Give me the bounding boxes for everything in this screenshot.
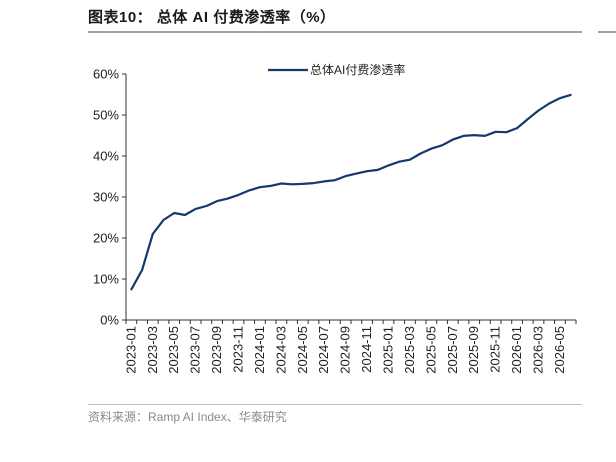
x-tick-label: 2023-09 — [209, 326, 224, 374]
legend-label: 总体AI付费渗透率 — [310, 62, 405, 77]
chart-axes: 0% 10% 20% 30% 40% 50% 60% 2023-01 2023-03 2023-0… — [93, 67, 577, 374]
x-tick-label: 2024-11 — [359, 326, 374, 373]
bottom-rule — [88, 404, 582, 405]
title-rule — [88, 31, 582, 33]
line-chart: 0% 10% 20% 30% 40% 50% 60% 2023-01 2023-03 2023-0… — [93, 62, 577, 374]
y-tick-label: 40% — [93, 149, 119, 164]
clipped-adjacent-rule — [598, 31, 616, 33]
x-tick-label: 2026-05 — [552, 326, 567, 374]
y-tick-label: 0% — [100, 313, 119, 328]
x-tick-label: 2025-09 — [466, 326, 481, 374]
x-tick-label: 2024-01 — [252, 326, 267, 374]
x-tick-label: 2025-07 — [445, 326, 460, 374]
y-tick-label: 60% — [93, 67, 119, 82]
x-tick-label: 2026-01 — [509, 326, 524, 374]
x-tick-label: 2024-07 — [316, 326, 331, 374]
figure-title: 图表10： 总体 AI 付费渗透率（%） — [88, 9, 336, 26]
x-tick-label: 2026-03 — [531, 326, 546, 374]
x-tick-label: 2023-05 — [166, 326, 181, 374]
y-tick-label: 50% — [93, 108, 119, 123]
x-tick-label: 2025-01 — [381, 326, 396, 374]
x-tick-label: 2023-03 — [145, 326, 160, 374]
x-tick-label: 2024-09 — [338, 326, 353, 374]
x-tick-label: 2023-11 — [231, 326, 246, 373]
series-line — [130, 93, 572, 291]
x-tick-label: 2024-05 — [295, 326, 310, 374]
y-tick-label: 10% — [93, 272, 119, 287]
x-tick-label: 2023-07 — [188, 326, 203, 374]
x-tick-label: 2025-05 — [423, 326, 438, 374]
x-tick-label: 2025-11 — [488, 326, 503, 373]
x-tick-label: 2023-01 — [123, 326, 138, 374]
x-tick-label: 2024-03 — [273, 326, 288, 374]
y-tick-label: 20% — [93, 231, 119, 246]
series-layer — [130, 93, 572, 291]
y-tick-label: 30% — [93, 190, 119, 205]
source-note: 资料来源：Ramp AI Index、华泰研究 — [88, 410, 287, 424]
x-tick-label: 2025-03 — [402, 326, 417, 374]
chart-legend: 总体AI付费渗透率 — [268, 62, 405, 77]
